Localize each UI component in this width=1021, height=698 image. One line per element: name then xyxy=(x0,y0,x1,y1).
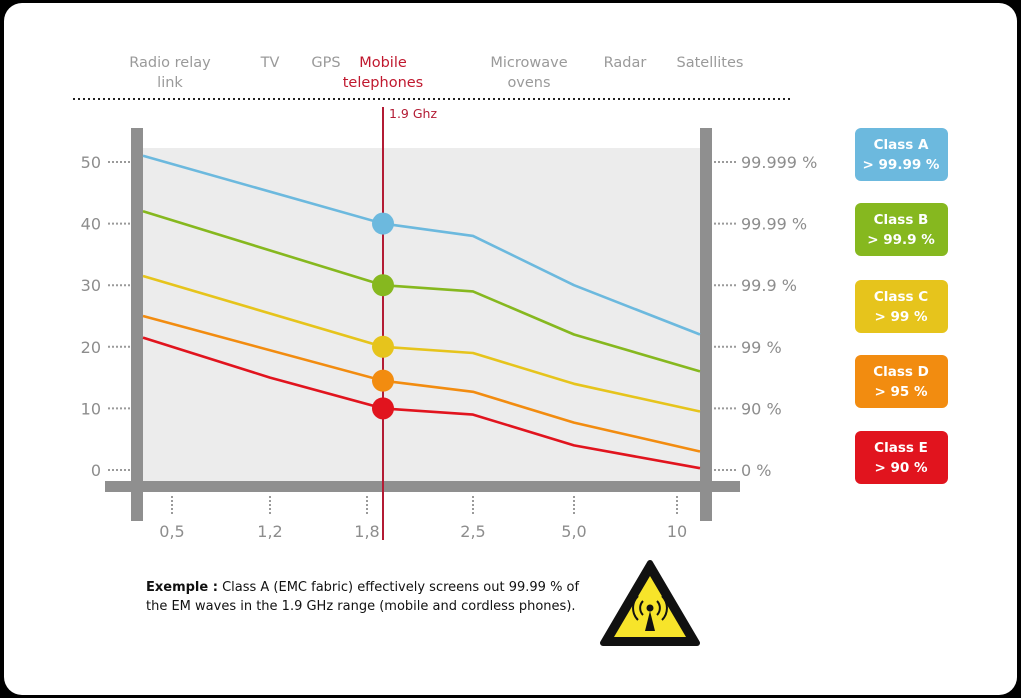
category-label: Radar xyxy=(604,55,647,71)
legend-subtitle: > 99.99 % xyxy=(863,157,940,173)
y-tick-label-right: 99.9 % xyxy=(741,276,797,295)
x-tick-label: 5,0 xyxy=(561,522,586,541)
series-line-class-d xyxy=(142,314,701,453)
category-label: Microwave xyxy=(490,55,567,71)
x-tick-label: 1,8 xyxy=(354,522,379,541)
category-label: Satellites xyxy=(677,55,744,71)
legend-swatch xyxy=(855,355,948,408)
series-point-marker xyxy=(372,335,394,358)
example-text-line1: Exemple : Class A (EMC fabric) effective… xyxy=(146,580,580,595)
series-line-class-c xyxy=(142,274,701,413)
legend-swatch xyxy=(855,203,948,256)
example-body-1: Class A (EMC fabric) effectively screens… xyxy=(218,580,580,595)
y-tick-label-right: 99.99 % xyxy=(741,215,807,234)
legend-item-class-b: Class B > 99.9 % xyxy=(855,203,948,256)
legend-item-class-e: Class E > 90 % xyxy=(855,431,948,484)
category-label: TV xyxy=(260,55,280,71)
category-label: ovens xyxy=(507,75,550,91)
category-label: Radio relay xyxy=(129,55,211,71)
legend-title: Class D xyxy=(873,364,929,380)
series-point-marker xyxy=(372,369,394,392)
legend-swatch xyxy=(855,280,948,333)
category-label: link xyxy=(157,75,183,91)
category-label: GPS xyxy=(311,55,340,71)
series-line-class-e xyxy=(142,336,701,470)
example-text-line2: the EM waves in the 1.9 GHz range (mobil… xyxy=(146,599,576,614)
plot-area xyxy=(143,148,700,481)
y-tick-label-left: 30 xyxy=(81,276,101,295)
legend-swatch xyxy=(855,431,948,484)
y-tick-label-right: 90 % xyxy=(741,399,782,418)
legend-subtitle: > 95 % xyxy=(874,384,927,400)
series-line-class-b xyxy=(142,210,701,373)
legend-subtitle: > 99 % xyxy=(874,309,927,325)
frequency-marker-label: 1.9 Ghz xyxy=(389,106,437,121)
x-tick-label: 0,5 xyxy=(159,522,184,541)
legend-item-class-c: Class C > 99 % xyxy=(855,280,948,333)
y-tick-label-right: 99.999 % xyxy=(741,153,817,172)
y-tick-label-right: 0 % xyxy=(741,461,771,480)
legend-swatch xyxy=(855,128,948,181)
y-tick-label-left: 0 xyxy=(91,461,101,480)
y-tick-label-right: 99 % xyxy=(741,338,782,357)
y-tick-label-left: 40 xyxy=(81,215,101,234)
legend-title: Class A xyxy=(874,137,929,153)
y-tick-label-left: 20 xyxy=(81,338,101,357)
legend-subtitle: > 90 % xyxy=(874,460,927,476)
example-label: Exemple : xyxy=(146,580,218,595)
legend-title: Class B xyxy=(874,212,929,228)
radiation-warning-icon xyxy=(600,560,700,646)
y-tick-label-left: 10 xyxy=(81,399,101,418)
legend-item-class-d: Class D > 95 % xyxy=(855,355,948,408)
legend-item-class-a: Class A > 99.99 % xyxy=(855,128,948,181)
series-point-marker xyxy=(372,397,394,420)
y-tick-label-left: 50 xyxy=(81,153,101,172)
x-axis-bar xyxy=(105,481,740,492)
category-label: telephones xyxy=(343,75,424,91)
category-label: Mobile xyxy=(359,55,407,71)
series-line-class-a xyxy=(142,154,701,336)
left-axis-bar xyxy=(131,128,143,521)
series-point-marker xyxy=(372,274,394,297)
x-tick-label: 10 xyxy=(667,522,687,541)
right-axis-bar xyxy=(700,128,712,521)
x-tick-label: 1,2 xyxy=(257,522,282,541)
x-tick-label: 2,5 xyxy=(460,522,485,541)
legend-title: Class C xyxy=(874,289,928,305)
legend-title: Class E xyxy=(874,440,928,456)
series-point-marker xyxy=(372,212,394,235)
legend-subtitle: > 99.9 % xyxy=(867,232,935,248)
